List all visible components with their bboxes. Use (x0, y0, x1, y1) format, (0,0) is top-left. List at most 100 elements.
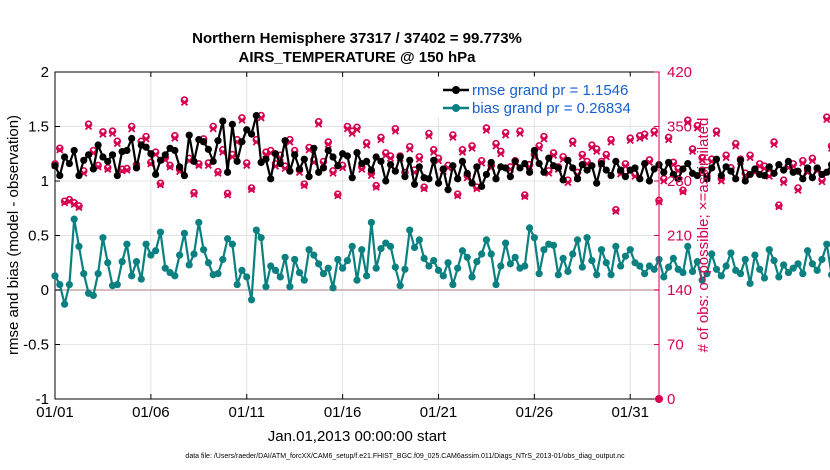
bias-point (468, 273, 476, 281)
rmse-point (310, 144, 318, 152)
obs-assimilated-marker (569, 139, 577, 148)
bias-point (228, 240, 236, 248)
bias-point (377, 244, 385, 253)
bias-point (478, 250, 486, 258)
obs-assimilated-marker (104, 165, 112, 173)
bias-point (56, 280, 64, 289)
y-axis-label: rmse and bias (model - observation) (5, 115, 22, 355)
bias-point (712, 265, 721, 273)
bias-point (65, 280, 73, 289)
legend-rmse-marker (452, 86, 460, 94)
obs-assimilated-marker (679, 188, 687, 196)
bias-point (439, 272, 447, 280)
bias-point (780, 261, 788, 269)
bias-point (583, 234, 591, 242)
rmse-point (243, 126, 251, 134)
rmse-point (487, 158, 495, 167)
obs-assimilated-marker (99, 130, 107, 138)
bias-point (214, 270, 222, 278)
rmse-point (621, 173, 630, 181)
rmse-point (161, 151, 169, 159)
obs-assimilated-marker (247, 185, 256, 194)
obs-possible-marker (55, 144, 64, 153)
bias-point (770, 256, 778, 265)
rmse-point (794, 167, 802, 175)
bias-point (703, 270, 711, 278)
bias-point (319, 270, 328, 278)
obs-assimilated-marker (770, 140, 778, 149)
bias-point (243, 273, 251, 281)
bias-point (473, 258, 481, 266)
x-tick-label: 01/11 (229, 404, 265, 421)
bias-point (617, 262, 625, 270)
rmse-point (60, 153, 69, 161)
rmse-point (717, 171, 725, 180)
rmse-point (362, 157, 371, 165)
bias-point (386, 242, 395, 250)
y-right-tick-label: 350 (667, 119, 692, 136)
obs-possible-marker (453, 190, 462, 199)
bias-point (736, 270, 745, 278)
bias-point (458, 247, 467, 255)
rmse-point (185, 131, 193, 139)
obs-assimilated-marker (664, 136, 673, 144)
bias-point (775, 273, 783, 281)
obs-assimilated-marker (454, 192, 462, 200)
bias-point (147, 251, 155, 259)
rmse-point (631, 164, 639, 172)
rmse-point (607, 171, 615, 180)
obs-assimilated-marker (65, 197, 74, 205)
rmse-point (377, 157, 385, 165)
bias-point (569, 250, 577, 258)
rmse-point (233, 157, 241, 165)
obs-assimilated-marker (722, 154, 730, 162)
rmse-point (712, 155, 721, 163)
obs-assimilated-marker (238, 116, 246, 124)
rmse-point (382, 177, 390, 185)
obs-possible-marker (166, 161, 174, 170)
axis-ticks: 01/01 01/06 01/11 01/16 01/21 01/26 01/31 -1 -0.… (23, 64, 692, 421)
rmse-point (506, 173, 514, 181)
x-tick-label: 01/26 (516, 404, 554, 421)
x-tick-label: 01/01 (36, 404, 74, 421)
legend-bias-marker (452, 104, 460, 112)
bias-point (827, 271, 830, 278)
obs-possible-marker (679, 186, 687, 195)
obs-assimilated-marker (688, 147, 697, 156)
bias-point (535, 270, 543, 278)
obs-assimilated-marker (684, 118, 692, 127)
obs-assimilated-marker (717, 177, 725, 185)
bias-point (636, 262, 644, 270)
rmse-point (295, 165, 304, 173)
rmse-point (123, 146, 131, 155)
chart-title: Northern Hemisphere 37317 / 37402 = 99.7… (192, 30, 522, 47)
rmse-point (128, 134, 136, 143)
rmse-point (511, 157, 519, 165)
obs-assimilated-marker (386, 154, 395, 163)
rmse-point (252, 112, 260, 120)
rmse-point (454, 175, 462, 183)
y-tick-label: 2 (41, 64, 49, 81)
rmse-point (415, 163, 423, 171)
bias-point (760, 274, 769, 282)
bias-point (521, 262, 529, 270)
obs-assimilated-marker (482, 126, 491, 135)
obs-assimilated-marker (650, 129, 658, 138)
rmse-point (674, 175, 682, 183)
rmse-point (588, 162, 596, 170)
y-right-tick-label: 70 (667, 337, 684, 354)
rmse-point (276, 159, 284, 168)
rmse-point (765, 163, 773, 171)
rmse-point (770, 169, 778, 177)
rmse-point (80, 156, 88, 164)
bias-point (233, 280, 241, 289)
bias-point (152, 247, 160, 255)
bias-point (530, 234, 538, 242)
rmse-point (444, 186, 452, 194)
bias-point (200, 246, 208, 254)
rmse-point (56, 171, 64, 180)
rmse-point (578, 161, 586, 169)
rmse-point (108, 151, 117, 159)
obs-assimilated-marker (70, 200, 78, 208)
bias-point (497, 262, 505, 270)
